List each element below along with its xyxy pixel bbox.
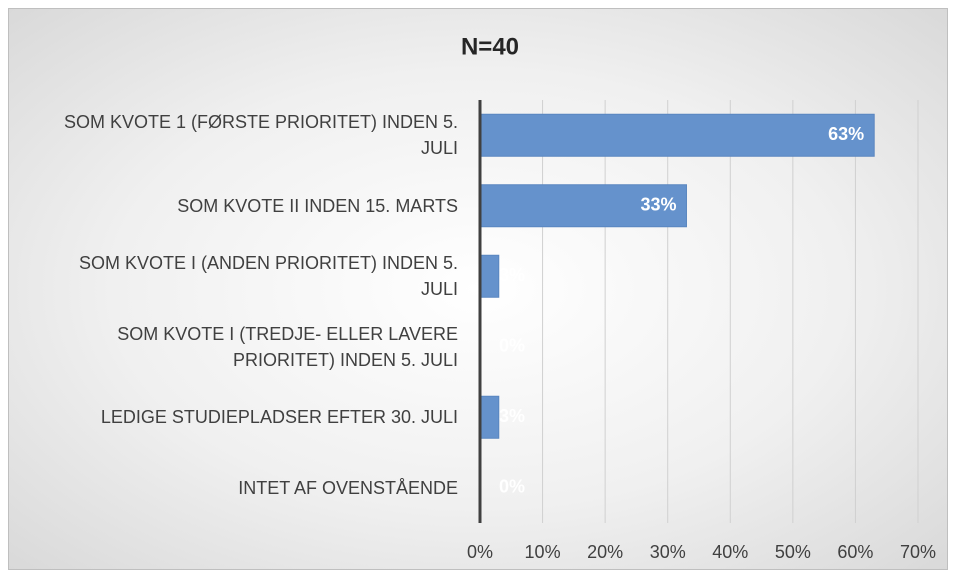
x-tick-label: 20%	[587, 542, 623, 562]
bar	[479, 184, 687, 228]
bar	[479, 395, 500, 439]
category-label: INTET AF OVENSTÅENDE	[238, 477, 458, 498]
x-tick-label: 30%	[650, 542, 686, 562]
category-label: SOM KVOTE I (ANDEN PRIORITET) INDEN 5. J…	[78, 253, 458, 300]
bar	[479, 113, 875, 157]
data-label: 3%	[499, 265, 525, 285]
data-label: 63%	[828, 124, 864, 144]
data-label: 3%	[499, 406, 525, 426]
x-tick-label: 10%	[525, 542, 561, 562]
data-label: 0%	[499, 336, 525, 356]
data-label: 0%	[499, 477, 525, 497]
bar	[479, 254, 500, 298]
x-tick-label: 70%	[900, 542, 936, 562]
chart-title: N=40	[461, 33, 519, 60]
x-tick-label: 60%	[837, 542, 873, 562]
data-label: 33%	[640, 195, 676, 215]
x-tick-label: 0%	[467, 542, 493, 562]
category-label: LEDIGE STUDIEPLADSER EFTER 30. JULI	[100, 407, 458, 428]
chart-area	[8, 8, 948, 570]
x-tick-label: 40%	[712, 542, 748, 562]
category-label: SOM KVOTE 1 (FØRSTE PRIORITET) INDEN 5. …	[63, 112, 458, 159]
category-label: SOM KVOTE I (TREDJE- ELLER LAVERE PRIORI…	[117, 323, 458, 370]
category-label: SOM KVOTE II INDEN 15. MARTS	[177, 195, 458, 216]
x-tick-label: 50%	[775, 542, 811, 562]
